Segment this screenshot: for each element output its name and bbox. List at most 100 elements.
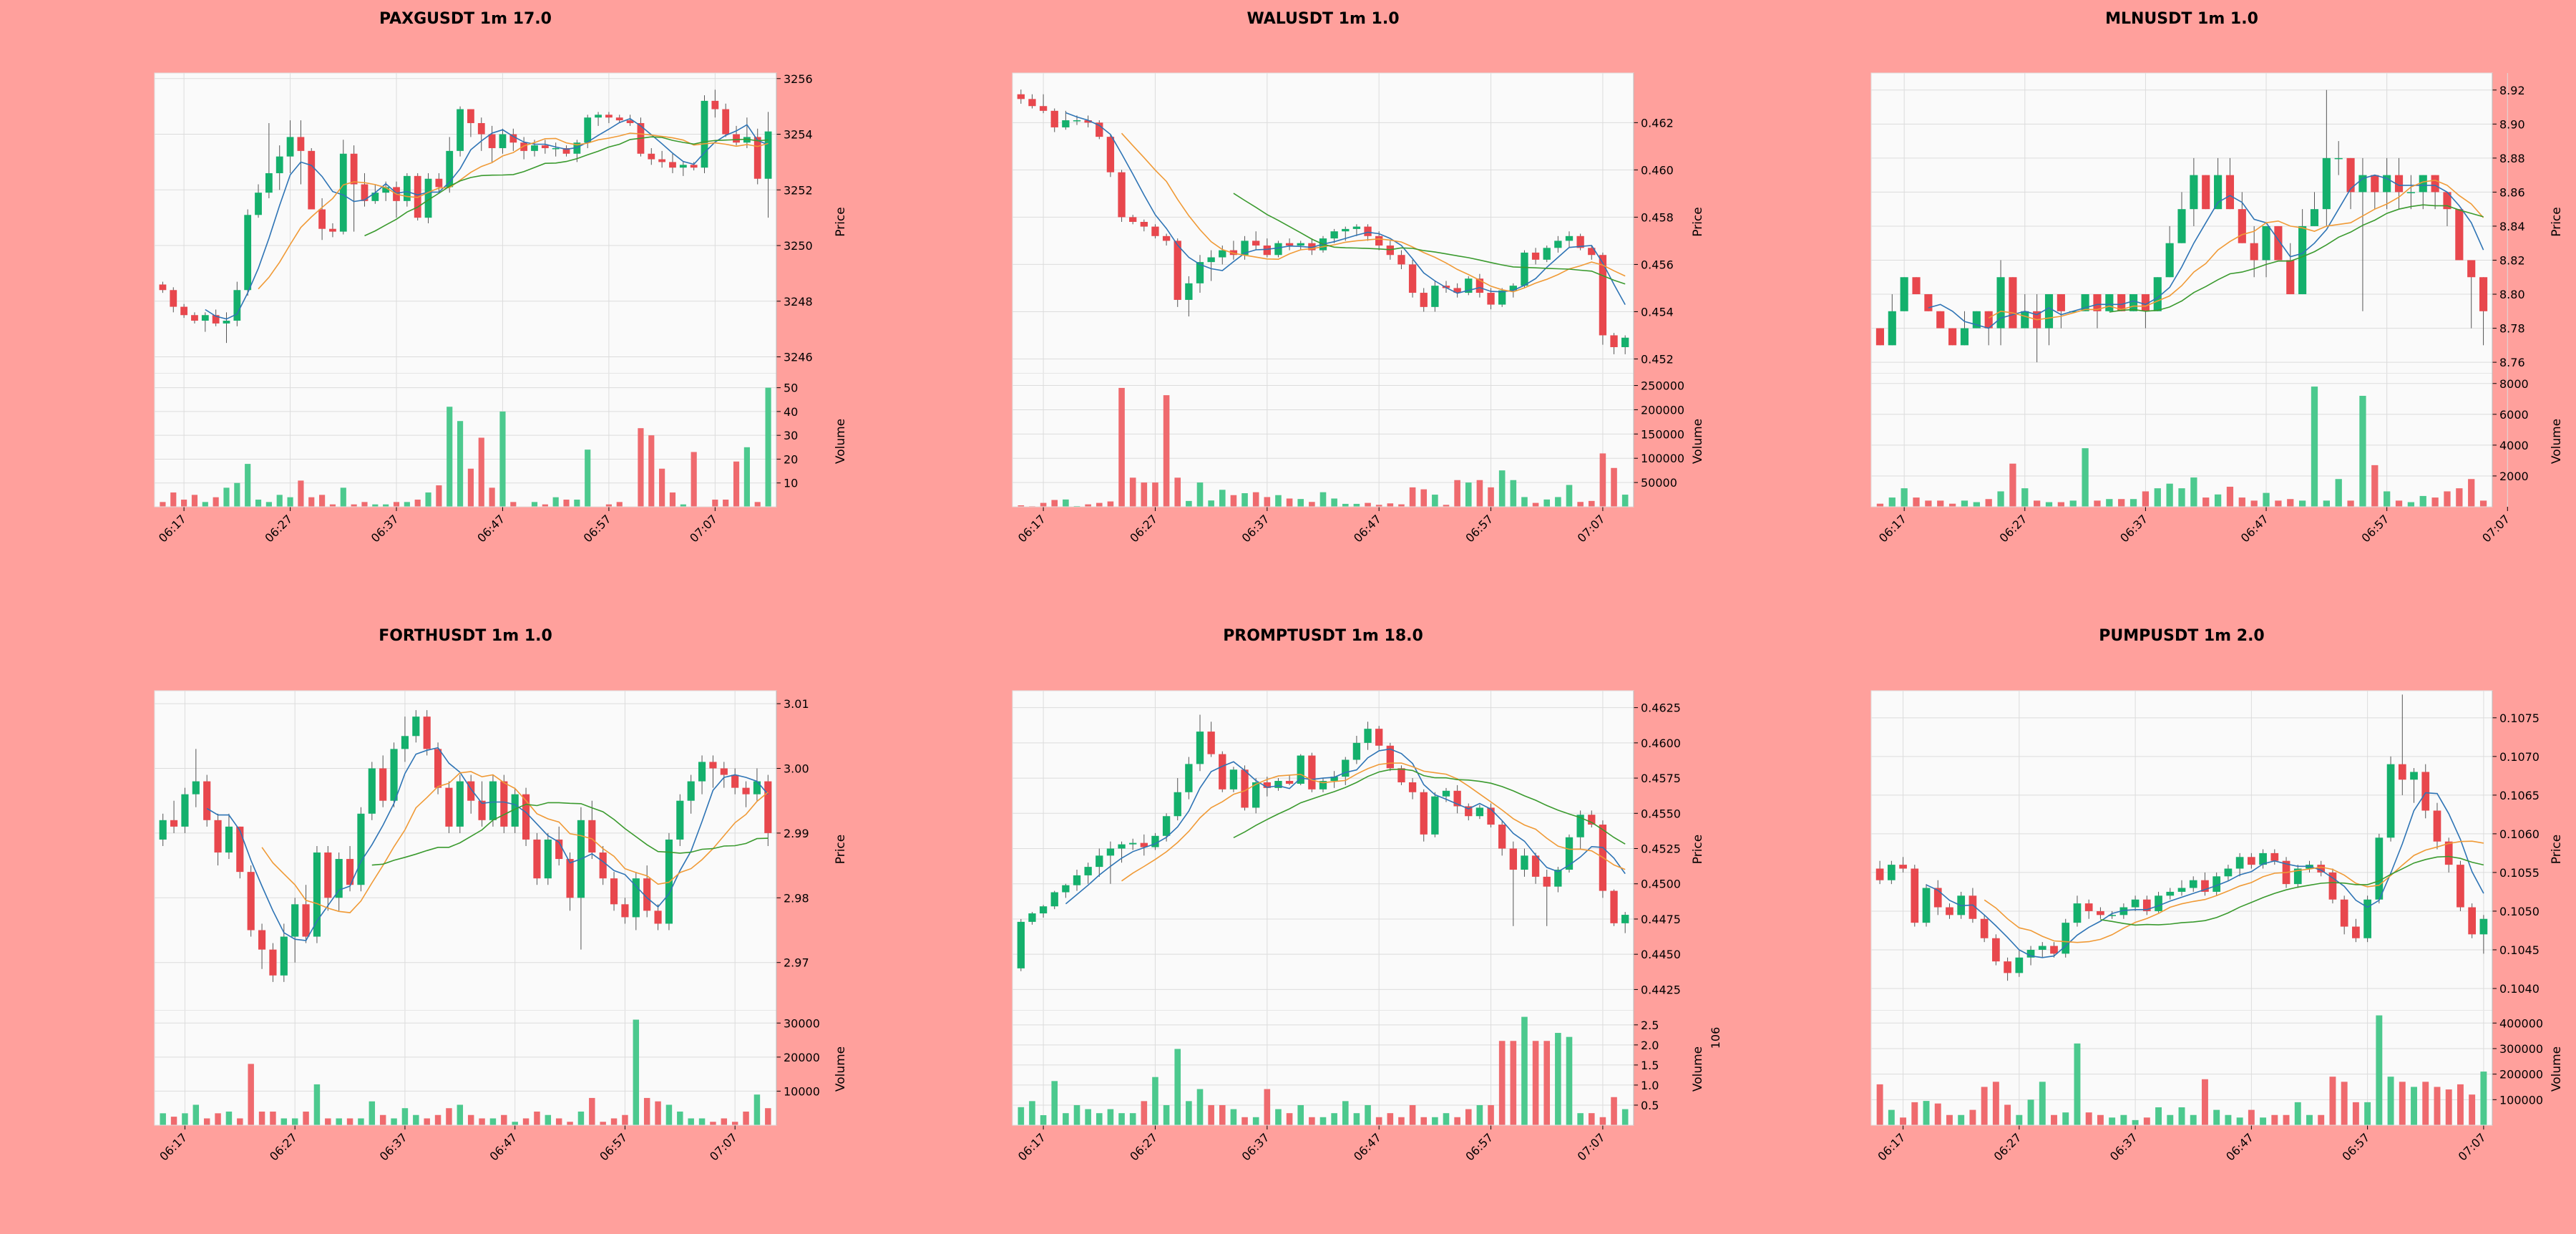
price-tick-label: 0.1060 [2499,827,2540,841]
x-tick-label: 06:57 [1463,1130,1496,1163]
moving-average-line [1988,179,2484,321]
x-tick-label: 06:37 [2107,1130,2140,1163]
candle-body [1621,337,1629,347]
volume-bar [1275,1109,1282,1125]
volume-tick-label: 2.0 [1641,1039,1659,1052]
candle-body [1420,293,1428,307]
price-tick-label: 8.86 [2499,185,2525,199]
candle-body [1980,918,1989,938]
volume-bar [1309,1117,1315,1125]
x-tick-label: 06:37 [377,1130,410,1163]
volume-bar [325,1118,331,1125]
candle-body [280,936,288,976]
volume-bar [234,482,240,507]
candle-body [2166,891,2175,896]
x-tick-label: 06:47 [1351,1130,1384,1163]
volume-bar [589,1097,595,1125]
volume-bar [351,504,357,507]
candle-body [2340,899,2348,927]
x-tick-label: 06:57 [1463,512,1496,545]
volume-bar [665,1104,673,1125]
price-axis-label: Price [2550,835,2564,864]
candle-body [1420,792,1428,835]
volume-bar [499,411,506,507]
volume-bar [510,502,517,507]
volume-bar [1375,1117,1382,1125]
candle-body [610,878,618,905]
x-tick-label: 06:47 [474,512,507,545]
candle-body [1185,283,1193,300]
volume-bar [743,447,750,507]
candle-body [1543,876,1551,887]
volume-bar [170,1117,177,1125]
volume-tick-label: 100000 [1641,452,1684,465]
volume-bar [225,1111,233,1125]
candle-body [1431,286,1439,307]
price-tick-label: 0.1050 [2499,905,2540,918]
volume-bar [731,1122,738,1125]
volume-bar [2069,500,2077,507]
volume-bar [2384,491,2391,507]
candle-body [1330,231,1338,239]
candle-body [1285,243,1294,246]
volume-bar [1532,1041,1539,1125]
volume-bar [2097,1114,2104,1125]
volume-bar [2062,1112,2069,1125]
candle-body [2050,946,2058,954]
volume-bar [2034,500,2041,507]
candle-body [1498,825,1506,849]
candle-body [247,872,255,931]
volume-bar [743,1111,749,1125]
candle-body [269,949,277,976]
candle-body [731,774,739,788]
candle-body [1875,868,1884,880]
volume-bar [414,500,421,507]
candle-body [720,768,728,775]
candle-body [1453,790,1461,807]
chart-panel: PUMPUSDT 1m 2.0 06:17 06:27 06:37 06:47 06:57… [1870,627,2564,1163]
volume-bar [2306,1114,2313,1125]
volume-bar [2364,1102,2371,1125]
candle-body [2224,868,2233,877]
candle-body [403,175,411,201]
candle-body [709,762,717,769]
candle-body [2108,915,2116,916]
volume-bar [754,502,761,507]
volume-tick-label: 250000 [1641,379,1684,393]
volume-bar [1096,1113,1103,1125]
volume-bar [2411,1087,2417,1125]
volume-bar [733,461,740,507]
candle-body [1174,792,1181,817]
volume-bar [698,1118,706,1125]
candle-body [170,290,177,307]
chart-panel: MLNUSDT 1m 1.0 06:17 06:27 06:37 06:47 06:57 0… [1870,10,2564,545]
volume-bar [1432,495,1438,507]
volume-bar [1375,505,1382,507]
candle-body [2004,961,2011,973]
volume-bar [1611,467,1617,507]
volume-bar [1219,490,1226,507]
candle-body [390,749,398,801]
moving-average-line [2100,855,2484,926]
candle-body [1028,913,1036,922]
moving-average-line [1984,840,2484,943]
volume-bar [1264,497,1271,507]
volume-bar [2359,395,2366,507]
plot-area [1871,73,2492,507]
candle-body [1096,122,1103,137]
candle-body [2433,810,2441,842]
volume-bar [2480,1072,2487,1125]
volume-bar [1163,1104,1170,1125]
volume-bar [1476,480,1483,507]
chart-title: PUMPUSDT 1m 2.0 [2099,627,2265,645]
volume-bar [191,495,198,507]
volume-bar [1420,1117,1428,1125]
volume-bar [721,1118,728,1125]
volume-bar [2190,1114,2197,1125]
volume-bar [213,497,219,507]
candle-body [2214,175,2223,210]
volume-bar [1297,499,1304,507]
candle-body [291,904,299,937]
candle-body [313,852,321,937]
candle-body [1375,235,1383,246]
